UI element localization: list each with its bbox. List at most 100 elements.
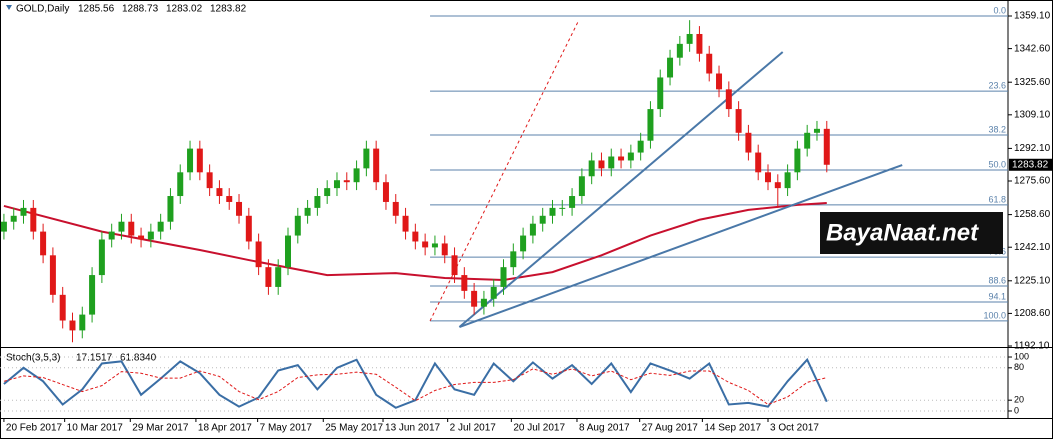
candle-body [529,223,536,236]
candle-body [608,156,615,169]
candle-body [667,57,674,78]
candle-body [40,231,47,256]
fib-label: 0.0 [993,5,1006,15]
candle-body [618,156,625,161]
candle-body [324,188,331,197]
candle-body [647,109,654,141]
candle-body [588,160,595,177]
candle-body [451,255,458,276]
candle-body [490,286,497,299]
candle-body [392,201,399,216]
candle-body [549,207,556,216]
candle-body [412,231,419,242]
trendline [459,164,903,328]
candle-body [676,43,683,58]
candle-body [794,148,801,173]
y-tick-label: 1292.10 [1014,143,1051,154]
y-tick-label: 1359.10 [1014,11,1051,22]
candle-body [255,241,262,268]
candle-body [363,148,370,169]
candle-body [510,251,517,268]
fib-label: 88.6 [988,275,1006,285]
watermark: BayaNaat.net [826,219,979,246]
candle-body [226,196,233,202]
indicator-value: 61.8340 [120,353,157,364]
y-tick-label: 1309.10 [1014,109,1051,120]
y-tick-label: 1225.10 [1014,275,1051,286]
last-price: 1283.82 [1012,159,1049,170]
candle-body [157,221,164,232]
candle-body [804,132,811,149]
x-tick-label: 8 Aug 2017 [579,423,630,434]
x-tick-label: 29 Mar 2017 [132,423,189,434]
y-tick-label: 1325.60 [1014,77,1051,88]
candle-body [784,172,791,189]
candle-body [304,207,311,216]
candle-body [147,231,154,240]
candle-body [520,235,527,252]
candle-body [49,255,56,295]
stoch-line [3,368,827,406]
x-tick-label: 18 Apr 2017 [198,423,252,434]
candle-body [128,221,135,236]
candle-body [382,182,389,202]
stoch-line [3,357,828,409]
candle-body [480,298,487,307]
candle-body [402,215,409,232]
candle-body [216,188,223,197]
candle-body [10,215,17,222]
candle-body [422,241,429,248]
symbol-icon [6,5,12,10]
candle-body [706,53,713,74]
fib-label: 23.6 [988,80,1006,90]
y-tick-label: 1275.60 [1014,176,1051,187]
candle-body [774,182,781,189]
candle-body [294,215,301,236]
candle-body [353,168,360,183]
candle-body [696,33,703,54]
candle-body [569,196,576,208]
y-tick-label: 80 [1014,362,1024,372]
candle-body [598,160,605,169]
candle-body [138,235,145,240]
candle-body [59,294,66,321]
y-tick-label: 1192.10 [1014,341,1050,352]
y-tick-label: 1208.60 [1014,308,1051,319]
candle-body [0,221,7,232]
ohlc-value: 1288.73 [122,4,159,15]
candle-body [285,235,291,268]
candle-body [716,73,723,90]
x-tick-label: 10 Mar 2017 [67,423,124,434]
y-tick-label: 20 [1014,395,1024,405]
last-price-box [1009,158,1053,171]
candle-body [725,89,732,110]
fib-label: 61.8 [988,194,1006,204]
y-tick-label: 1342.60 [1014,43,1051,54]
x-tick-label: 7 May 2017 [260,423,313,434]
candle-body [20,207,27,216]
y-tick-label: 0 [1014,405,1019,415]
candle-body [30,207,37,232]
x-tick-label: 13 Jun 2017 [385,423,440,434]
x-tick-label: 14 Sep 2017 [704,423,761,434]
indicator-title: Stoch(3,5,3) [6,353,60,364]
ohlc-value: 1283.02 [166,4,203,15]
fib-label: 94.1 [988,291,1006,301]
candle-body [559,207,566,209]
candle-body [118,221,125,232]
candle-body [187,148,194,173]
candle-body [471,290,478,307]
x-tick-label: 2 Jul 2017 [450,423,497,434]
watermark-box [820,212,1003,254]
candle-body [167,196,174,222]
x-tick-label: 25 May 2017 [325,423,383,434]
ohlc-value: 1283.82 [210,4,247,15]
x-tick-label: 20 Jul 2017 [513,423,565,434]
candle-body [196,148,203,173]
candle-body [461,275,468,291]
candle-body [431,243,438,248]
candle-body [69,320,76,331]
candle-body [89,275,96,315]
candle-body [265,267,272,287]
candle-body [578,176,585,197]
